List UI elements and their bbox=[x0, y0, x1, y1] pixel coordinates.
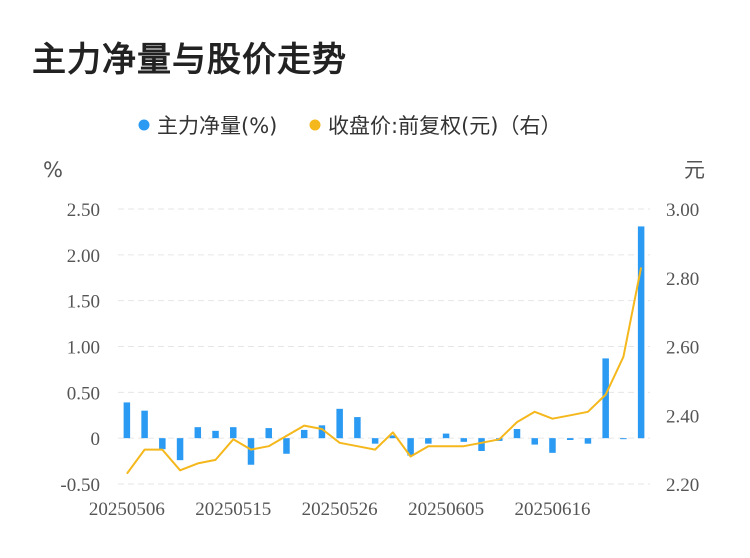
left-tick-label: 2.50 bbox=[67, 200, 100, 221]
bar bbox=[159, 438, 166, 450]
bar bbox=[265, 428, 272, 439]
bar bbox=[141, 410, 148, 439]
right-tick-label: 2.80 bbox=[666, 269, 699, 290]
bar bbox=[584, 438, 592, 444]
bar bbox=[460, 438, 468, 442]
bar bbox=[247, 438, 255, 465]
x-tick-label: 20250526 bbox=[302, 499, 378, 520]
bar bbox=[123, 402, 131, 439]
x-axis: 20250506 20250515 20250526 20250605 20250616 bbox=[89, 499, 591, 520]
bar bbox=[212, 430, 219, 439]
right-axis: 3.00 2.80 2.60 2.40 2.20 bbox=[666, 200, 699, 496]
bar bbox=[300, 429, 308, 439]
right-tick-label: 3.00 bbox=[666, 200, 699, 221]
bar bbox=[283, 438, 290, 454]
x-tick-label: 20250506 bbox=[89, 499, 165, 520]
bar bbox=[513, 429, 521, 439]
bar bbox=[389, 435, 397, 439]
bar bbox=[407, 438, 414, 456]
bar bbox=[336, 408, 343, 439]
line-series bbox=[126, 267, 643, 475]
left-axis: 2.50 2.00 1.50 1.00 0.50 0 -0.50 bbox=[60, 200, 100, 496]
bar bbox=[602, 358, 609, 439]
price-line bbox=[126, 267, 643, 475]
bar bbox=[354, 417, 361, 439]
left-tick-label: 0 bbox=[91, 429, 101, 450]
right-axis-unit: 元 bbox=[684, 158, 705, 182]
bar bbox=[531, 438, 538, 445]
gridlines bbox=[118, 208, 650, 485]
right-tick-label: 2.20 bbox=[666, 475, 699, 496]
bar bbox=[478, 438, 485, 451]
bar bbox=[442, 433, 450, 439]
bar bbox=[549, 438, 556, 453]
right-tick-label: 2.60 bbox=[666, 338, 699, 359]
legend-label: 收盘价:前复权(元)（右） bbox=[328, 114, 561, 138]
bar bbox=[230, 427, 237, 439]
left-tick-label: 1.50 bbox=[67, 292, 100, 313]
x-tick-label: 20250515 bbox=[195, 499, 271, 520]
bar bbox=[318, 425, 326, 439]
legend-label: 主力净量(%) bbox=[157, 114, 277, 138]
bar-series bbox=[123, 226, 645, 465]
legend-marker bbox=[309, 119, 321, 131]
bar bbox=[371, 438, 379, 444]
legend-marker bbox=[138, 119, 150, 131]
legend: 主力净量(%) 收盘价:前复权(元)（右） bbox=[138, 114, 561, 138]
right-tick-label: 2.40 bbox=[666, 406, 699, 427]
bar bbox=[566, 438, 574, 440]
x-tick-label: 20250616 bbox=[514, 499, 590, 520]
left-tick-label: 1.00 bbox=[67, 338, 100, 359]
x-tick-label: 20250605 bbox=[408, 499, 484, 520]
left-tick-label: 0.50 bbox=[67, 383, 100, 404]
bar bbox=[620, 438, 627, 440]
bar bbox=[637, 226, 645, 439]
left-tick-label: -0.50 bbox=[60, 475, 100, 496]
bar bbox=[176, 438, 184, 461]
left-axis-unit: % bbox=[43, 158, 63, 182]
left-tick-label: 2.00 bbox=[67, 246, 100, 267]
bar bbox=[194, 427, 202, 439]
bar bbox=[425, 438, 432, 444]
chart-title: 主力净量与股价走势 bbox=[32, 40, 347, 80]
